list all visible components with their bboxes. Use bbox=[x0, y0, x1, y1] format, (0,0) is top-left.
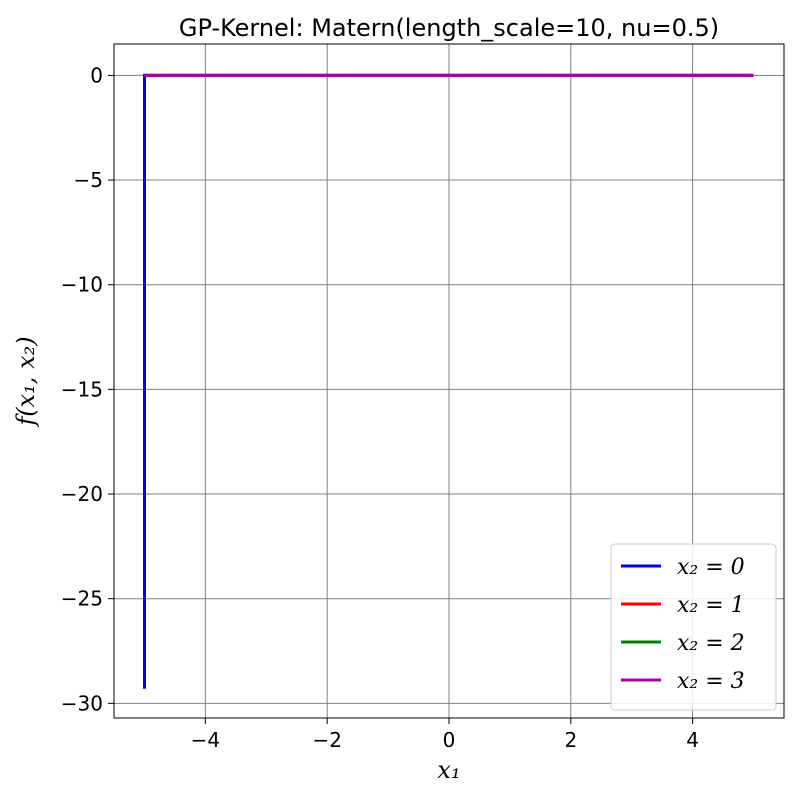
legend-box bbox=[610, 543, 777, 711]
y-tick-label: 0 bbox=[90, 63, 103, 87]
y-tick-label: −10 bbox=[61, 273, 103, 297]
y-tick-label: −25 bbox=[61, 587, 103, 611]
ticks: −4 −2 0 2 40−5−10−15−20−25−30 bbox=[61, 63, 699, 752]
legend-label: x₂ = 2 bbox=[677, 631, 745, 656]
y-axis-label: f(x₁, x₂) bbox=[12, 336, 40, 427]
legend-label: x₂ = 3 bbox=[677, 669, 745, 694]
chart-title: GP-Kernel: Matern(length_scale=10, nu=0.… bbox=[179, 14, 719, 42]
x-tick-label: −2 bbox=[312, 728, 341, 752]
x-tick-label: 4 bbox=[686, 728, 699, 752]
x-tick-label: 2 bbox=[564, 728, 577, 752]
y-tick-label: −20 bbox=[61, 482, 103, 506]
x-tick-label: −4 bbox=[191, 728, 220, 752]
x-tick-label: 0 bbox=[443, 728, 456, 752]
y-tick-label: −15 bbox=[61, 377, 103, 401]
y-tick-label: −5 bbox=[74, 168, 103, 192]
y-tick-label: −30 bbox=[61, 691, 103, 715]
legend-label: x₂ = 1 bbox=[677, 593, 745, 618]
legend: x₂ = 0 x₂ = 1 x₂ = 2 x₂ = 3 bbox=[610, 543, 777, 711]
legend-label: x₂ = 0 bbox=[677, 555, 745, 580]
x-axis-label: x₁ bbox=[437, 756, 460, 784]
series-layer bbox=[143, 73, 754, 689]
